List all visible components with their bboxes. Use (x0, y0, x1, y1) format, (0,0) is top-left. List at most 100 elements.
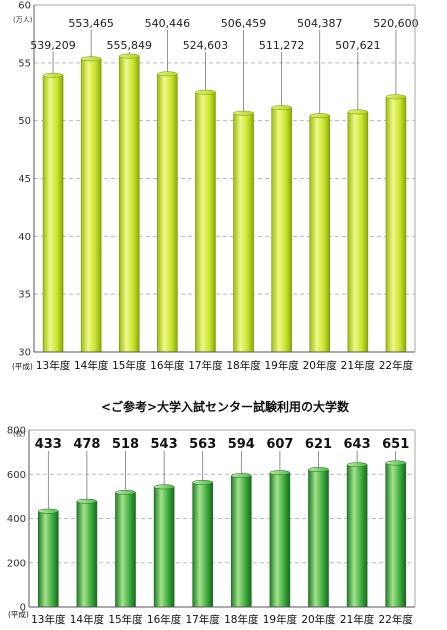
bar (385, 462, 407, 608)
data-label: 511,272 (259, 39, 305, 52)
bar-top (309, 113, 330, 119)
bar-top (157, 71, 178, 77)
bar-top (38, 508, 59, 514)
y-tick-label: 35 (18, 290, 31, 301)
x-tick-label: 14年度 (74, 359, 109, 372)
bar-top (271, 105, 292, 111)
y-tick-label: 55 (18, 58, 31, 69)
bar-top (346, 462, 368, 468)
x-tick-label: 13年度 (36, 359, 71, 372)
data-label: 518 (112, 437, 139, 452)
data-label: 506,459 (221, 17, 267, 30)
y-tick-label: 0 (20, 603, 26, 614)
bar (157, 73, 178, 353)
data-label: 507,621 (335, 39, 381, 52)
y-tick-label: 60 (18, 1, 31, 12)
x-tick-label: 15年度 (112, 359, 147, 372)
data-label: 540,446 (145, 17, 191, 30)
x-tick-label: 14年度 (70, 613, 105, 626)
x-tick-label: 19年度 (263, 613, 298, 626)
bar-top (192, 479, 213, 485)
x-tick-label: 16年度 (147, 613, 182, 626)
x-tick-label: 21年度 (340, 613, 375, 626)
bar-top (231, 473, 252, 479)
bar (231, 475, 252, 608)
data-label: 643 (344, 437, 371, 452)
y-tick-label: 40 (18, 232, 31, 243)
x-tick-label: 22年度 (379, 359, 414, 372)
data-label: 433 (35, 437, 62, 452)
bar (153, 486, 175, 608)
data-label: 555,849 (107, 39, 153, 52)
y-tick-label: 400 (7, 514, 26, 525)
bar (76, 500, 98, 608)
x-tick-label: 20年度 (303, 359, 338, 372)
bar (269, 472, 291, 608)
applicants-chart: 30 35 40 45 50 55 60 (万人) 539,209 553,465 555,84… (12, 1, 419, 373)
bar-top (115, 489, 136, 495)
data-label: 651 (382, 437, 409, 452)
y-tick-label: 600 (7, 470, 26, 481)
x-tick-label: 17年度 (188, 359, 223, 372)
bar (271, 107, 292, 353)
data-label: 621 (305, 437, 332, 452)
chart-title: <ご参考>大学入試センター試験利用の大学数 (101, 399, 350, 414)
y-unit-label: (万人) (13, 16, 33, 24)
x-tick-label: 18年度 (226, 359, 261, 372)
bar (37, 510, 59, 608)
data-label: 524,603 (183, 39, 229, 52)
y-tick-label: 200 (7, 558, 26, 569)
bar-top (269, 470, 291, 476)
bar-top (76, 498, 98, 504)
x-tick-label: 21年度 (341, 359, 376, 372)
x-tick-label: 16年度 (150, 359, 185, 372)
bar (195, 91, 216, 353)
y-tick-label: 50 (18, 116, 31, 127)
bar-top (233, 110, 254, 116)
bar (346, 464, 368, 608)
y-tick-label: 800 (7, 426, 26, 437)
bar (192, 482, 213, 608)
bar-top (385, 460, 406, 466)
bar (118, 55, 140, 353)
data-label: 478 (73, 437, 100, 452)
data-label: 504,387 (297, 17, 343, 30)
data-label: 594 (228, 437, 255, 452)
bar (80, 58, 102, 353)
era-label: (平成) (8, 609, 29, 619)
bar-top (385, 94, 407, 100)
x-tick-label: 15年度 (108, 613, 143, 626)
bar-top (308, 467, 329, 473)
bar (233, 112, 254, 353)
x-tick-label: 13年度 (31, 613, 66, 626)
bar-top (42, 72, 64, 78)
bar-top (119, 53, 140, 59)
bar-top (347, 109, 369, 115)
y-unit-label: (校) (13, 429, 26, 438)
bar (115, 492, 136, 608)
data-label: 553,465 (68, 17, 114, 30)
x-tick-label: 22年度 (379, 613, 414, 626)
data-label: 563 (189, 437, 216, 452)
data-label: 543 (151, 437, 178, 452)
x-tick-label: 18年度 (224, 613, 259, 626)
era-label: (平成) (12, 361, 33, 371)
bar-top (195, 89, 216, 95)
y-tick-label: 45 (18, 174, 31, 185)
bar-top (153, 484, 175, 490)
x-tick-label: 20年度 (301, 613, 336, 626)
bar-top (80, 56, 102, 62)
bar (309, 115, 331, 353)
bar (347, 111, 369, 353)
bar (308, 469, 329, 608)
data-label: 539,209 (30, 39, 76, 52)
bar (385, 96, 407, 353)
data-label: 520,600 (373, 17, 419, 30)
x-tick-label: 17年度 (186, 613, 221, 626)
x-tick-label: 19年度 (264, 359, 299, 372)
data-label: 607 (266, 437, 293, 452)
bar (42, 75, 64, 353)
y-tick-label: 30 (18, 348, 31, 359)
